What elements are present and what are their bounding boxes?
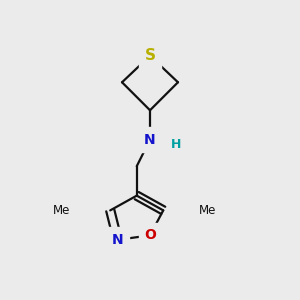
Text: Me: Me — [199, 204, 217, 217]
Text: N: N — [112, 233, 123, 247]
Text: H: H — [171, 138, 182, 151]
Text: S: S — [145, 48, 155, 63]
Text: Me: Me — [52, 204, 70, 217]
Text: N: N — [144, 133, 156, 147]
Text: O: O — [144, 228, 156, 242]
